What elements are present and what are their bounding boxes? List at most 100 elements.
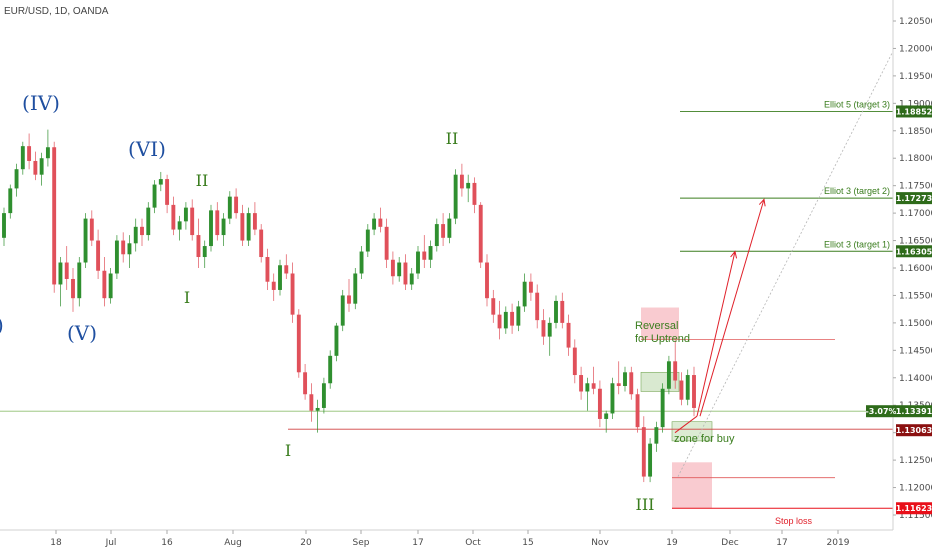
target-price-tag: 1.18852 xyxy=(896,107,932,116)
trend-dotted-line xyxy=(677,51,894,477)
candle-body xyxy=(45,147,50,159)
target-price-tag-bg xyxy=(896,192,932,205)
candle-body xyxy=(353,273,358,304)
candle-body xyxy=(158,179,163,185)
candle-body xyxy=(522,281,527,307)
change-percent-tag-bg xyxy=(866,405,896,418)
support-price-tag-bg xyxy=(896,424,932,437)
candle-body xyxy=(58,262,63,285)
candle-body xyxy=(422,251,427,260)
candle-body xyxy=(648,443,653,477)
candle-body xyxy=(146,207,151,236)
candle-body xyxy=(629,372,634,395)
candle-body xyxy=(209,210,213,247)
candle-body xyxy=(604,413,609,419)
candle-body xyxy=(171,204,176,230)
candle-body xyxy=(384,226,389,260)
candle-body xyxy=(234,196,239,214)
y-tick-label: 1.20500 xyxy=(899,17,932,27)
candle-body xyxy=(328,355,333,384)
stop-loss-price-tag-bg xyxy=(896,502,932,515)
y-tick-label: 1.15000 xyxy=(899,319,932,329)
candle-body xyxy=(133,226,138,244)
candle-body xyxy=(96,240,101,271)
candle-body xyxy=(2,213,6,238)
candle-body xyxy=(459,174,464,189)
candle-body xyxy=(566,322,571,348)
candle-body xyxy=(585,383,590,392)
candle-body xyxy=(616,383,621,387)
candle-body xyxy=(359,251,364,274)
candle-body xyxy=(284,265,289,274)
candle-body xyxy=(428,246,433,260)
candle-body xyxy=(252,213,257,230)
x-tick-label: 15 xyxy=(522,538,533,548)
candle-body xyxy=(202,246,207,258)
arrow-connector xyxy=(674,415,698,434)
candle-body xyxy=(441,224,446,238)
candle-body xyxy=(240,213,245,241)
x-tick-label: 2019 xyxy=(827,538,850,548)
target-price-tag: 1.17273 xyxy=(896,194,932,203)
candle-body xyxy=(315,407,320,411)
change-percent-tag: -3.07% xyxy=(865,407,896,416)
candle-body xyxy=(290,273,295,315)
candle-body xyxy=(165,179,170,205)
y-tick-label: 1.11500 xyxy=(899,511,932,521)
candle-body xyxy=(572,347,577,376)
candle-body xyxy=(547,322,552,337)
target-price-tag-bg xyxy=(896,245,932,258)
candle-body xyxy=(554,300,558,323)
arrow-target-1-head xyxy=(730,250,738,259)
candle-body xyxy=(259,229,264,258)
wave-label-v-blue: (V) xyxy=(67,321,97,345)
candle-body xyxy=(77,262,82,299)
candle-body xyxy=(365,229,370,252)
candle-body xyxy=(27,146,32,161)
candle-body xyxy=(409,273,414,285)
y-tick-label: 1.16500 xyxy=(899,237,932,247)
candle-body xyxy=(685,375,690,400)
wave-label-iv-blue: (IV) xyxy=(22,91,60,115)
candle-body xyxy=(52,147,57,285)
y-tick-label: 1.14000 xyxy=(899,374,932,384)
candle-body xyxy=(8,188,13,214)
current-price-tag: 1.13391 xyxy=(896,407,932,416)
candle-body xyxy=(610,383,615,414)
candle-body xyxy=(221,218,226,236)
candle-body xyxy=(140,226,144,236)
candle-body xyxy=(347,295,351,304)
candle-body xyxy=(397,262,402,277)
y-tick-label: 1.12500 xyxy=(899,456,932,466)
candle-body xyxy=(597,388,602,419)
candle-body xyxy=(485,262,489,299)
candle-body xyxy=(378,218,383,227)
candle-body xyxy=(466,182,471,189)
candle-body xyxy=(666,361,671,389)
candle-body xyxy=(535,292,540,321)
candle-body xyxy=(635,394,640,428)
current-price-tag-bg xyxy=(896,405,932,418)
buy-zone-note: zone for buy xyxy=(674,433,735,445)
x-tick-label: 19 xyxy=(666,538,678,548)
x-tick-label: 18 xyxy=(50,538,62,548)
candle-body xyxy=(215,210,220,236)
candle-body xyxy=(334,325,339,356)
wave-label-ii-green: II xyxy=(446,129,459,148)
candle-body xyxy=(654,427,659,444)
candle-body xyxy=(510,311,515,326)
y-tick-label: 1.17000 xyxy=(899,209,932,219)
y-tick-label: 1.14500 xyxy=(899,346,932,356)
candle-body xyxy=(416,251,420,274)
candle-body xyxy=(623,372,627,387)
x-tick-label: Dec xyxy=(721,538,738,548)
reversal-zone xyxy=(641,307,679,340)
candle-body xyxy=(33,160,38,175)
wave-label-edge: ) xyxy=(0,313,4,337)
buy-zone xyxy=(671,421,713,442)
candle-body xyxy=(265,257,270,282)
candle-body xyxy=(679,380,684,400)
candle-body xyxy=(246,213,251,241)
